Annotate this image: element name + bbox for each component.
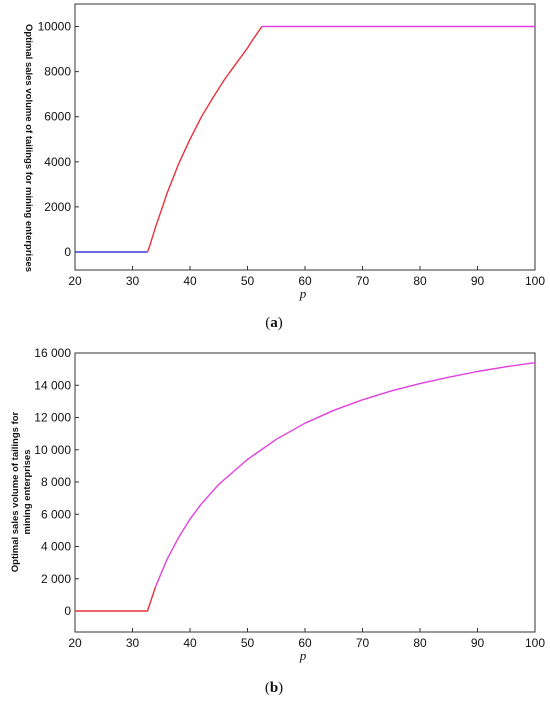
chart-b: 20 30 40 50 60 70 80 90 100 0 2 000 4 000 6 000 8 00… bbox=[10, 346, 545, 696]
chart-b-y-tick-label: 16 000 bbox=[34, 346, 71, 360]
chart-a-x-tick-label: 60 bbox=[298, 274, 312, 288]
chart-b-y-tick-label: 8 000 bbox=[41, 475, 71, 489]
chart-b-series bbox=[75, 362, 536, 612]
chart-a-series-line bbox=[146, 26, 263, 253]
chart-a-plot-frame bbox=[74, 3, 536, 271]
chart-b-x-tick-label: 20 bbox=[68, 636, 82, 650]
chart-b-x-tick-label: 30 bbox=[126, 636, 140, 650]
chart-a-series bbox=[75, 25, 535, 253]
chart-a-x-tick-label: 70 bbox=[356, 274, 370, 288]
chart-b-x-tick-label: 90 bbox=[471, 636, 485, 650]
chart-b-y-tick-label: 0 bbox=[64, 604, 71, 618]
chart-b-caption: (b) bbox=[265, 680, 283, 696]
chart-a-y-tick-label: 2000 bbox=[44, 200, 71, 214]
chart-b-x-tick-label: 50 bbox=[241, 636, 255, 650]
chart-b-y-tick-label: 12 000 bbox=[34, 411, 71, 425]
chart-b-x-tick-label: 60 bbox=[298, 636, 312, 650]
chart-b-y-tick-label: 2 000 bbox=[41, 572, 71, 586]
chart-b-x-tick-label: 40 bbox=[183, 636, 197, 650]
chart-a-y-tick-label: 4000 bbox=[44, 155, 71, 169]
chart-a-y-tick-label: 8000 bbox=[44, 65, 71, 79]
chart-a-y-tick-label: 0 bbox=[64, 245, 71, 259]
chart-b-y-tick-label: 4 000 bbox=[41, 540, 71, 554]
chart-b-y-ticks: 0 2 000 4 000 6 000 8 000 10 000 12 000 14 000 1… bbox=[34, 346, 79, 618]
chart-a-x-tick-label: 50 bbox=[241, 274, 255, 288]
chart-a-x-tick-label: 80 bbox=[413, 274, 427, 288]
chart-b-x-ticks: 20 30 40 50 60 70 80 90 100 bbox=[68, 628, 545, 650]
chart-b-y-axis-label-line-2: mining enterprises bbox=[22, 450, 33, 535]
chart-a: 20 30 40 50 60 70 80 90 100 0 2000 4000 6000 8000 100… bbox=[23, 3, 545, 331]
chart-b-y-axis-label-line-1: Optimal sales volume of tailings for bbox=[10, 411, 21, 572]
chart-b-y-tick-label: 14 000 bbox=[34, 378, 71, 392]
chart-a-x-tick-label: 20 bbox=[68, 274, 82, 288]
chart-a-y-tick-label: 6000 bbox=[44, 110, 71, 124]
chart-a-x-tick-label: 90 bbox=[471, 274, 485, 288]
chart-b-series-line bbox=[75, 586, 157, 612]
chart-b-x-tick-label: 70 bbox=[356, 636, 370, 650]
chart-b-x-tick-label: 100 bbox=[525, 636, 545, 650]
chart-a-x-tick-label: 100 bbox=[525, 274, 545, 288]
chart-a-x-tick-label: 40 bbox=[183, 274, 197, 288]
chart-a-x-tick-label: 30 bbox=[126, 274, 140, 288]
chart-a-x-ticks: 20 30 40 50 60 70 80 90 100 bbox=[68, 266, 545, 288]
chart-b-caption-letter: b bbox=[270, 680, 278, 696]
chart-b-y-tick-label: 6 000 bbox=[41, 507, 71, 521]
chart-a-caption: (a) bbox=[265, 315, 283, 331]
chart-a-y-ticks: 0 2000 4000 6000 8000 10000 bbox=[38, 20, 79, 259]
chart-a-x-axis-label: p bbox=[299, 286, 307, 301]
chart-a-y-tick-label: 10000 bbox=[38, 20, 72, 34]
chart-a-y-axis-label: Optimal sales volume of tailings for min… bbox=[23, 24, 34, 272]
chart-b-x-tick-label: 80 bbox=[413, 636, 427, 650]
chart-b-series-line bbox=[154, 362, 536, 588]
chart-b-x-axis-label: p bbox=[299, 648, 307, 663]
chart-a-caption-letter: a bbox=[270, 315, 278, 331]
chart-b-y-tick-label: 10 000 bbox=[34, 443, 71, 457]
chart-b-plot-frame bbox=[74, 352, 536, 633]
